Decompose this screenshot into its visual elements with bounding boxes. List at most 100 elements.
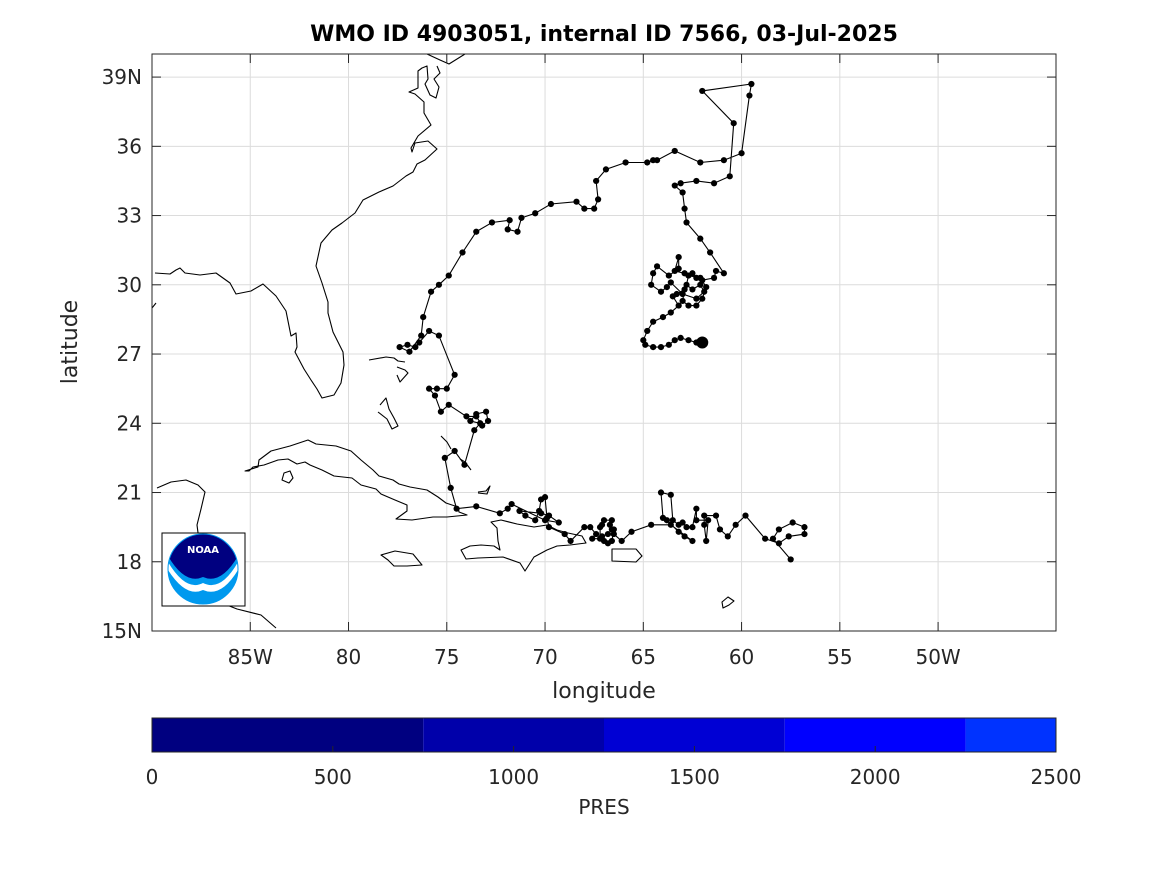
x-tick-label: 70 <box>532 645 557 669</box>
last-position-marker <box>696 336 709 349</box>
colorbar-bands <box>152 718 1056 752</box>
track-point <box>653 157 661 164</box>
track-point <box>657 489 665 496</box>
track-point <box>677 180 684 187</box>
track-point <box>701 512 708 519</box>
track-point <box>648 281 655 288</box>
x-tick-label: 75 <box>434 645 459 669</box>
track-point <box>459 249 466 256</box>
y-axis-ticks: 15N 18 21 24 27 30 33 36 39N <box>102 65 1056 643</box>
track-point <box>596 535 604 542</box>
colorbar-label: PRES <box>578 795 629 819</box>
colorbar-band <box>965 718 1056 752</box>
track-point <box>473 503 480 510</box>
track-point <box>453 505 460 512</box>
track-point <box>412 344 419 351</box>
track-point <box>663 284 670 291</box>
y-tick-label: 30 <box>117 273 142 297</box>
track-point <box>701 521 708 528</box>
y-tick-label: 21 <box>117 481 142 505</box>
track-point <box>681 205 688 212</box>
track-point <box>775 540 783 547</box>
track-point <box>699 87 706 95</box>
track-point <box>762 535 769 542</box>
track-point <box>471 427 478 434</box>
track-point <box>504 505 511 512</box>
track-point <box>418 332 425 339</box>
track-point <box>671 147 678 155</box>
track-point <box>425 385 433 392</box>
track-point <box>703 284 710 291</box>
track-point <box>789 519 796 526</box>
coastline-bahamas <box>368 356 491 495</box>
track-point <box>506 217 513 224</box>
track-point <box>657 344 665 351</box>
track-point <box>420 314 427 321</box>
track-point <box>516 507 523 515</box>
track-point <box>681 533 688 540</box>
track-point <box>697 235 704 242</box>
track-point <box>581 524 588 531</box>
track-point <box>675 302 682 309</box>
track-point <box>437 408 444 415</box>
track-point <box>703 537 710 545</box>
track-point <box>712 512 720 519</box>
track-point <box>433 385 441 392</box>
colorbar-frame <box>151 717 1057 753</box>
track-point <box>675 254 682 261</box>
track-point <box>683 219 690 226</box>
track-point <box>653 263 661 270</box>
track-point <box>467 417 474 425</box>
track-point <box>650 270 657 277</box>
track-point <box>671 182 678 189</box>
track-point <box>720 157 727 164</box>
track-point <box>451 371 458 378</box>
track-point <box>644 159 651 166</box>
track-point <box>726 173 733 180</box>
track-point <box>671 337 678 344</box>
track-point <box>488 219 496 226</box>
track-point <box>675 265 682 272</box>
y-tick-label: 33 <box>117 204 142 228</box>
track-point <box>697 281 704 288</box>
float-track <box>396 80 808 563</box>
track-point <box>667 491 674 498</box>
y-tick-label: 15N <box>102 619 142 643</box>
track-point <box>730 120 737 127</box>
track-point <box>473 228 480 235</box>
track-point <box>518 214 525 221</box>
track-point <box>642 341 649 348</box>
track-point <box>482 408 490 415</box>
track-point <box>679 297 686 305</box>
track-point <box>689 286 696 293</box>
colorbar: 0 500 1000 1500 2000 2500 PRES <box>146 717 1081 819</box>
noaa-logo: NOAA <box>161 532 246 607</box>
track-point <box>593 530 600 538</box>
track-point <box>538 496 545 503</box>
colorbar-tick-label: 1500 <box>669 765 720 789</box>
track-point <box>689 537 696 545</box>
track-point <box>618 537 625 545</box>
chart-title: WMO ID 4903051, internal ID 7566, 03-Jul… <box>310 22 898 47</box>
track-point <box>589 535 596 542</box>
track-point <box>705 517 712 524</box>
track-point <box>775 526 783 533</box>
coastline-isle-of-youth <box>281 470 294 484</box>
track-point <box>435 332 443 339</box>
track-point <box>445 401 452 408</box>
track-point <box>650 344 657 351</box>
y-tick-label: 39N <box>102 65 142 89</box>
track-point <box>742 512 749 519</box>
track-point <box>508 500 515 508</box>
track-point <box>693 505 700 512</box>
y-tick-label: 18 <box>117 550 142 574</box>
track-point <box>699 295 706 302</box>
track-point <box>404 341 411 348</box>
track-point <box>581 205 588 212</box>
x-axis-label: longitude <box>552 679 656 704</box>
track-point <box>416 339 423 346</box>
track-point <box>451 447 458 455</box>
track-point <box>785 533 792 540</box>
track-point <box>685 272 692 279</box>
track-point <box>712 267 720 275</box>
